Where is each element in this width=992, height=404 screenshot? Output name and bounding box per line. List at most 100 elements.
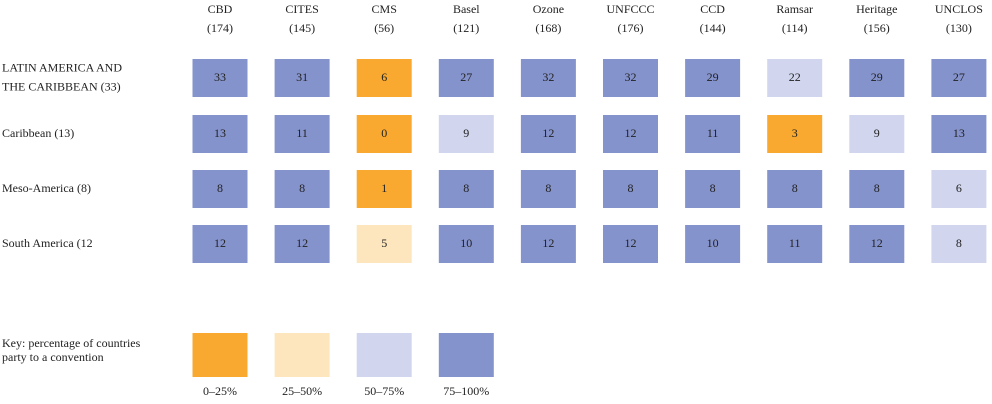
column-count: (121) xyxy=(453,21,479,35)
column-name: Ramsar xyxy=(776,2,813,16)
cell xyxy=(931,59,987,97)
cell xyxy=(356,225,412,263)
column-name: Heritage xyxy=(856,2,897,16)
key-swatch xyxy=(274,333,330,377)
cell-value: 29 xyxy=(707,70,719,84)
cell xyxy=(767,115,823,153)
column-count: (168) xyxy=(535,21,561,35)
column-count: (56) xyxy=(374,21,394,35)
cell-value: 6 xyxy=(381,70,387,84)
cell xyxy=(767,170,823,208)
column-count: (176) xyxy=(618,21,644,35)
cell-value: 32 xyxy=(625,70,637,84)
cell-value: 6 xyxy=(956,181,962,195)
cell xyxy=(603,170,658,208)
column-count: (145) xyxy=(289,21,315,35)
cell-value: 8 xyxy=(792,181,798,195)
cell-value: 8 xyxy=(463,181,469,195)
cell xyxy=(931,170,987,208)
cell-value: 27 xyxy=(953,70,965,84)
cell-value: 13 xyxy=(214,126,226,140)
cell xyxy=(849,115,905,153)
cell xyxy=(849,170,905,208)
column-name: Basel xyxy=(453,2,480,16)
cell-value: 11 xyxy=(296,126,308,140)
cell xyxy=(931,115,987,153)
key-swatch xyxy=(356,333,412,377)
row-label: South America (12 xyxy=(2,236,93,250)
cell-value: 10 xyxy=(460,236,472,250)
cell xyxy=(274,59,330,97)
column-count: (174) xyxy=(207,21,233,35)
key-label: 25–50% xyxy=(282,384,322,398)
cell xyxy=(356,170,412,208)
key-label: 0–25% xyxy=(203,384,237,398)
key-swatch xyxy=(438,333,494,377)
row-label: THE CARIBBEAN (33) xyxy=(2,79,121,93)
cell xyxy=(438,59,494,97)
column-name: CBD xyxy=(208,2,233,16)
column-count: (130) xyxy=(946,21,972,35)
column-count: (114) xyxy=(782,21,808,35)
cell xyxy=(767,225,823,263)
cell-value: 8 xyxy=(628,181,634,195)
key-swatch xyxy=(192,333,248,377)
cell-value: 8 xyxy=(874,181,880,195)
cell-value: 22 xyxy=(789,70,801,84)
cell-value: 12 xyxy=(296,236,308,250)
cell-value: 33 xyxy=(214,70,226,84)
cell-value: 27 xyxy=(460,70,472,84)
cell xyxy=(438,225,494,263)
cell-value: 5 xyxy=(381,236,387,250)
key-label: 50–75% xyxy=(364,384,404,398)
cell xyxy=(192,59,248,97)
column-name: CITES xyxy=(285,2,318,16)
cell xyxy=(274,225,330,263)
cell xyxy=(356,115,412,153)
cell-value: 8 xyxy=(545,181,551,195)
column-name: Ozone xyxy=(533,2,564,16)
column-name: CMS xyxy=(372,2,397,16)
column-name: UNFCCC xyxy=(606,2,654,16)
row-label: Caribbean (13) xyxy=(2,126,74,140)
cell-value: 29 xyxy=(871,70,883,84)
cell xyxy=(603,115,658,153)
cell xyxy=(520,59,576,97)
column-count: (144) xyxy=(700,21,726,35)
cell-value: 3 xyxy=(792,126,798,140)
cell-value: 13 xyxy=(953,126,965,140)
cell xyxy=(603,225,658,263)
cell xyxy=(685,115,741,153)
cell xyxy=(849,225,905,263)
row-label: LATIN AMERICA AND xyxy=(2,60,122,74)
cell xyxy=(274,115,330,153)
key-label: 75–100% xyxy=(443,384,489,398)
column-name: CCD xyxy=(700,2,725,16)
row-label: Meso-America (8) xyxy=(2,181,91,195)
cell-value: 11 xyxy=(707,126,719,140)
cell-value: 9 xyxy=(463,126,469,140)
cell xyxy=(192,225,248,263)
cell-value: 31 xyxy=(296,70,308,84)
column-name: UNCLOS xyxy=(935,2,983,16)
cell xyxy=(274,170,330,208)
cell xyxy=(685,225,741,263)
cell-value: 12 xyxy=(542,236,554,250)
column-count: (156) xyxy=(864,21,890,35)
cell xyxy=(520,225,576,263)
cell xyxy=(931,225,987,263)
cell-value: 8 xyxy=(956,236,962,250)
cell xyxy=(603,59,658,97)
cell xyxy=(192,170,248,208)
cell xyxy=(849,59,905,97)
cell xyxy=(520,115,576,153)
cell-value: 8 xyxy=(217,181,223,195)
cell-value: 12 xyxy=(214,236,226,250)
key-title: Key: percentage of countries xyxy=(2,336,141,350)
key-title: party to a convention xyxy=(2,350,104,364)
cell-value: 11 xyxy=(789,236,801,250)
cell xyxy=(356,59,412,97)
cell-value: 0 xyxy=(381,126,387,140)
cell xyxy=(520,170,576,208)
